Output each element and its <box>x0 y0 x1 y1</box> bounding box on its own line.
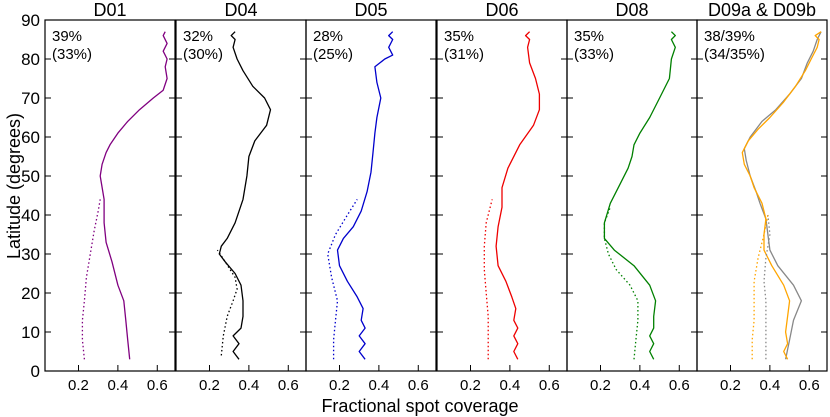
coverage-annotation: 39% <box>52 28 82 45</box>
y-tick-label: 70 <box>21 89 40 108</box>
x-axis-label: Fractional spot coverage <box>321 396 518 416</box>
x-tick-label: 0.4 <box>499 377 520 394</box>
panel-frame <box>566 19 698 372</box>
y-tick-label: 30 <box>21 245 40 264</box>
panel-5: 0.2 0.4 0.6 D09a & D09b 38/39%(34/35%) <box>696 0 828 394</box>
series-line-dotted <box>751 214 769 360</box>
series-line-solid <box>603 31 676 360</box>
panel-1: 0.2 0.4 0.6 D04 32%(30%) <box>175 0 307 394</box>
panel-frame <box>696 19 828 372</box>
coverage-annotation: (33%) <box>574 46 614 63</box>
y-tick-label: 80 <box>21 50 40 69</box>
coverage-annotation: 32% <box>183 28 213 45</box>
x-tick-label: 0.6 <box>799 377 820 394</box>
y-tick-label: 90 <box>21 11 40 30</box>
coverage-annotation: (25%) <box>313 46 353 63</box>
x-tick-label: 0.2 <box>68 377 89 394</box>
panel-2: 0.2 0.4 0.6 D05 28%(25%) <box>305 0 437 394</box>
x-tick-label: 0.4 <box>368 377 389 394</box>
panels-group: 0.2 0.4 0.60102030405060708090D0139%(33%)0… <box>21 0 828 394</box>
x-tick-label: 0.6 <box>408 377 429 394</box>
coverage-annotation: 35% <box>444 28 474 45</box>
panel-title: D08 <box>615 0 648 20</box>
panel-title: D06 <box>485 0 518 20</box>
coverage-annotation: (34/35%) <box>704 46 765 63</box>
x-tick-label: 0.2 <box>590 377 611 394</box>
panel-frame <box>305 19 437 372</box>
series-line-dotted <box>603 206 639 360</box>
y-tick-label: 60 <box>21 128 40 147</box>
y-tick-label: 10 <box>21 323 40 342</box>
panel-3: 0.2 0.4 0.6 D06 35%(31%) <box>436 0 568 394</box>
panel-title: D09a & D09b <box>708 0 816 20</box>
x-tick-label: 0.4 <box>759 377 780 394</box>
series-line-solid <box>741 31 822 360</box>
coverage-annotation: (31%) <box>444 46 484 63</box>
x-tick-label: 0.2 <box>720 377 741 394</box>
x-tick-label: 0.6 <box>669 377 690 394</box>
series-line-dotted <box>763 214 771 360</box>
series-line-solid <box>743 31 822 360</box>
x-tick-label: 0.2 <box>329 377 350 394</box>
series-line-solid <box>336 31 394 360</box>
coverage-annotation: 35% <box>574 28 604 45</box>
y-tick-label: 0 <box>31 362 40 381</box>
y-tick-label: 40 <box>21 206 40 225</box>
x-tick-label: 0.4 <box>629 377 650 394</box>
series-line-dotted <box>327 199 358 360</box>
y-axis-label: Latitude (degrees) <box>4 113 24 259</box>
coverage-annotation: 28% <box>313 28 343 45</box>
x-tick-label: 0.6 <box>147 377 168 394</box>
panel-title: D05 <box>354 0 387 20</box>
series-line-solid <box>495 31 541 360</box>
series-line-dotted <box>483 199 493 360</box>
panel-title: D04 <box>224 0 257 20</box>
x-tick-label: 0.6 <box>278 377 299 394</box>
series-line-solid <box>99 31 168 360</box>
panel-4: 0.2 0.4 0.6 D08 35%(33%) <box>566 0 698 394</box>
coverage-annotation: (30%) <box>183 46 223 63</box>
series-line-solid <box>218 31 272 360</box>
panel-0: 0.2 0.4 0.6 0 10 20 30 40 50 60 70 80 90 D01 39%(33%) <box>21 0 176 394</box>
y-tick-label: 20 <box>21 284 40 303</box>
series-line-dotted <box>81 199 101 360</box>
series-line-dotted <box>216 249 238 356</box>
panel-frame <box>44 19 176 372</box>
x-tick-label: 0.4 <box>238 377 259 394</box>
coverage-annotation: 38/39% <box>704 28 755 45</box>
x-tick-label: 0.2 <box>199 377 220 394</box>
panel-frame <box>175 19 307 372</box>
x-tick-label: 0.6 <box>539 377 560 394</box>
coverage-annotation: (33%) <box>52 46 92 63</box>
x-tick-label: 0.4 <box>107 377 128 394</box>
panel-title: D01 <box>93 0 126 20</box>
y-tick-label: 50 <box>21 167 40 186</box>
x-tick-label: 0.2 <box>460 377 481 394</box>
